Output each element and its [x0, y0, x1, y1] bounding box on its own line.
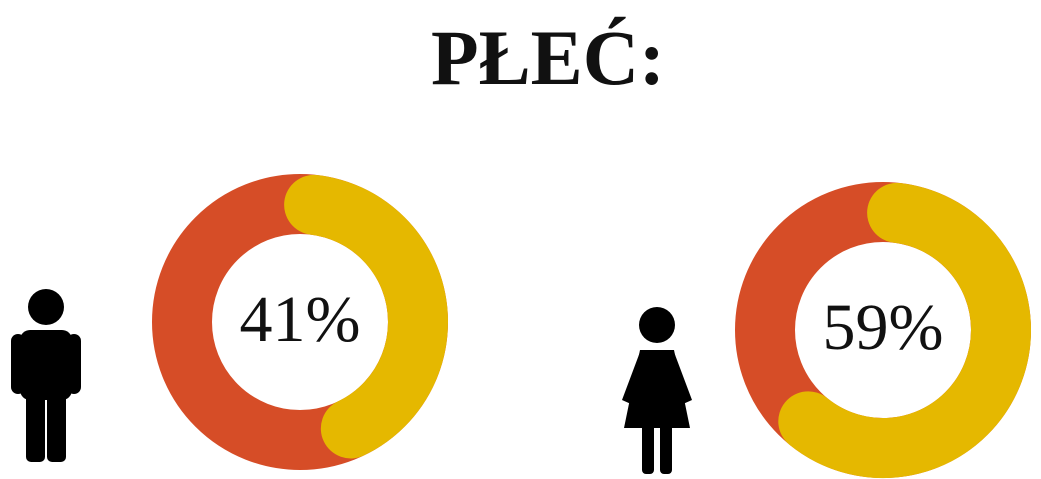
donut-arc: [284, 174, 448, 459]
male-icon: [11, 289, 81, 462]
donut-label: 59%: [823, 291, 944, 364]
female-icon: [622, 307, 692, 474]
donut-label: 41%: [240, 283, 361, 356]
donut-arc: [778, 182, 1031, 478]
title: PŁEĆ:: [431, 14, 665, 101]
